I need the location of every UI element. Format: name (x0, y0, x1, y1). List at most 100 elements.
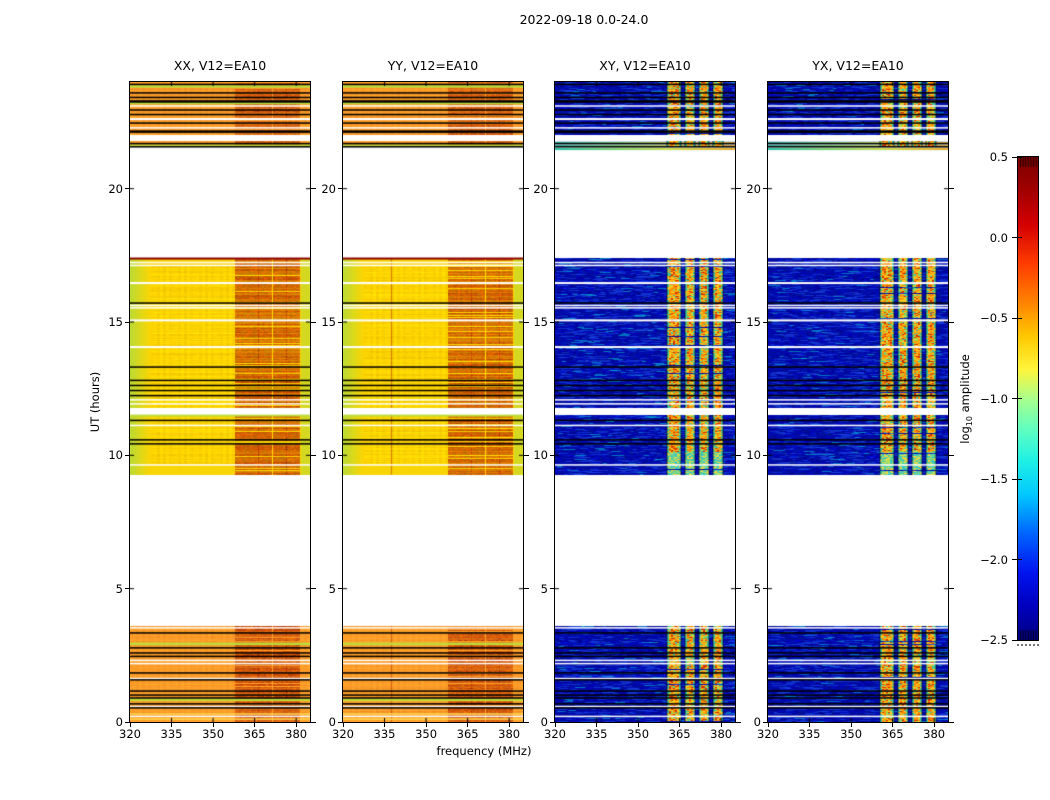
y-tick-mark (736, 321, 741, 323)
colorbar-label-prefix: log (957, 426, 972, 444)
colorbar-tick-mark (1012, 559, 1022, 560)
x-tick-label: 350 (627, 727, 650, 741)
y-tick-mark (125, 721, 130, 723)
x-tick-label: 320 (757, 727, 779, 741)
x-tick-label: 380 (498, 727, 521, 741)
y-tick-mark (338, 321, 343, 323)
panel-title-yy: YY, V12=EA10 (387, 58, 479, 73)
y-tick-mark (311, 588, 316, 590)
heatmap-panel-xx (129, 81, 311, 723)
y-tick-mark (736, 721, 741, 723)
y-tick-mark (125, 188, 130, 190)
colorbar-tick-label: 0.5 (989, 150, 1008, 164)
y-tick-mark (763, 188, 768, 190)
y-tick-label: 15 (533, 315, 548, 329)
y-tick-mark (949, 321, 954, 323)
y-tick-label: 15 (321, 315, 336, 329)
y-tick-mark (550, 454, 555, 456)
y-tick-label: 0 (540, 715, 548, 729)
x-tick-label: 335 (798, 727, 821, 741)
x-tick-label: 365 (668, 727, 691, 741)
x-tick-mark (554, 723, 556, 727)
x-tick-mark (425, 723, 427, 727)
y-tick-mark (949, 454, 954, 456)
y-tick-label: 0 (115, 715, 123, 729)
x-tick-mark (295, 723, 297, 727)
panel-title-xx: XX, V12=EA10 (173, 58, 267, 73)
x-tick-label: 380 (710, 727, 733, 741)
y-tick-label: 5 (540, 581, 548, 596)
x-tick-mark (467, 723, 469, 727)
x-tick-label: 335 (373, 727, 396, 741)
y-tick-mark (763, 454, 768, 456)
colorbar-tick-label: −0.5 (980, 311, 1008, 325)
x-tick-mark (254, 723, 256, 727)
colorbar-tick-label: −2.0 (980, 552, 1008, 567)
y-tick-mark (125, 588, 130, 590)
x-tick-label: 350 (840, 727, 863, 741)
colorbar-label-subscript: 10 (965, 416, 975, 427)
colorbar-tick-mark (1012, 237, 1022, 238)
y-tick-mark (763, 721, 768, 723)
x-tick-label: 365 (243, 727, 266, 741)
y-tick-label: 5 (115, 581, 123, 596)
x-tick-label: 350 (202, 727, 225, 741)
colorbar-tick-mark (1012, 156, 1022, 158)
heatmap-panel-yx (767, 81, 949, 723)
x-tick-label: 350 (415, 727, 438, 741)
y-tick-mark (524, 188, 529, 190)
y-tick-label: 10 (321, 448, 336, 463)
y-tick-mark (736, 588, 741, 590)
x-tick-mark (342, 723, 344, 727)
y-tick-mark (736, 188, 741, 190)
y-tick-label: 5 (328, 581, 336, 596)
x-tick-label: 320 (332, 727, 354, 741)
x-tick-label: 320 (119, 727, 141, 741)
colorbar-tick-mark (1012, 639, 1022, 641)
y-tick-mark (550, 188, 555, 190)
y-tick-mark (338, 588, 343, 590)
y-tick-label: 20 (108, 181, 123, 196)
y-tick-mark (338, 188, 343, 190)
x-tick-mark (596, 723, 598, 727)
figure-title: 2022-09-18 0.0-24.0 (519, 12, 649, 27)
x-tick-mark (212, 723, 214, 727)
y-tick-label: 10 (108, 448, 123, 463)
x-tick-label: 365 (456, 727, 479, 741)
y-tick-mark (949, 588, 954, 590)
x-tick-label: 380 (923, 727, 946, 741)
heatmap-panel-yy (342, 81, 524, 723)
colorbar-extend-dotted-line (1017, 644, 1039, 646)
colorbar-tick-label: −1.0 (980, 391, 1008, 406)
y-tick-label: 5 (753, 581, 761, 596)
x-tick-label: 365 (881, 727, 904, 741)
y-tick-mark (524, 321, 529, 323)
x-tick-mark (809, 723, 811, 727)
y-tick-mark (311, 321, 316, 323)
y-tick-mark (550, 588, 555, 590)
x-tick-mark (767, 723, 769, 727)
x-tick-mark (892, 723, 894, 727)
y-tick-mark (524, 454, 529, 456)
colorbar-tick-mark (1012, 317, 1022, 319)
y-tick-label: 20 (746, 181, 761, 196)
panel-title-xy: XY, V12=EA10 (599, 58, 691, 73)
x-tick-mark (850, 723, 852, 727)
y-tick-mark (125, 454, 130, 456)
colorbar-tick-label: −1.5 (980, 472, 1008, 486)
y-tick-label: 0 (753, 715, 761, 729)
y-tick-mark (949, 188, 954, 190)
y-tick-mark (550, 721, 555, 723)
y-tick-label: 0 (328, 715, 336, 729)
x-tick-mark (679, 723, 681, 727)
x-tick-mark (384, 723, 386, 727)
x-tick-mark (637, 723, 639, 727)
x-tick-mark (933, 723, 935, 727)
y-tick-mark (550, 321, 555, 323)
y-axis-label: UT (hours) (88, 371, 102, 433)
x-tick-label: 335 (160, 727, 183, 741)
y-tick-label: 10 (746, 448, 761, 463)
x-tick-mark (171, 723, 173, 727)
x-tick-mark (129, 723, 131, 727)
